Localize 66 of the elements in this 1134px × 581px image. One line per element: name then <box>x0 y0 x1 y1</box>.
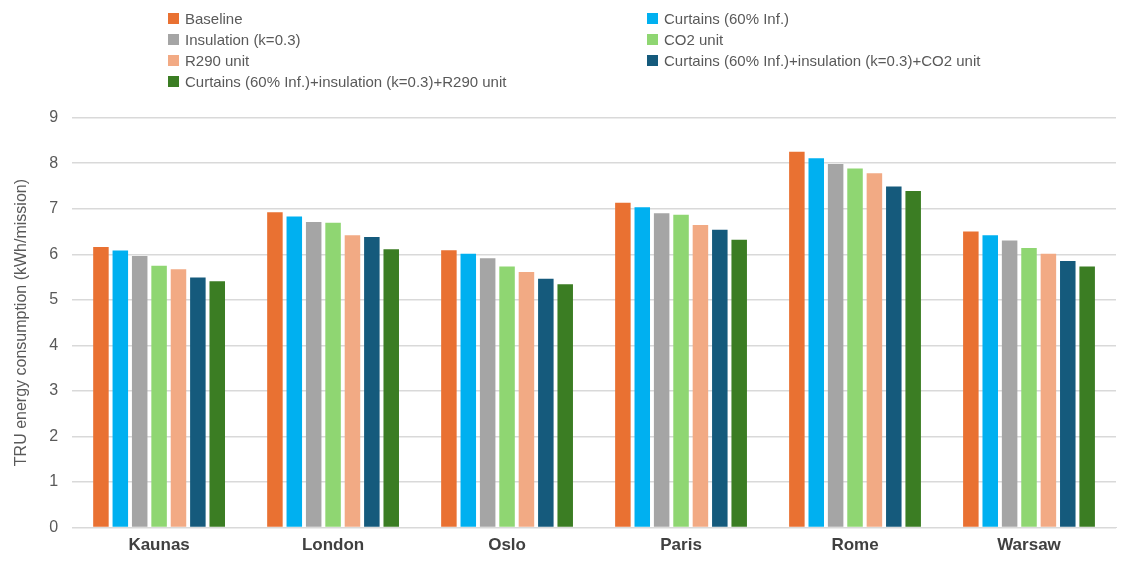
bar <box>827 164 844 527</box>
bar <box>518 272 535 527</box>
y-axis-title: TRU energy consumption (kWh/mission) <box>12 179 30 467</box>
bar <box>692 225 709 527</box>
bar <box>789 151 805 527</box>
bar <box>905 190 921 527</box>
bar <box>383 249 399 527</box>
bar <box>441 250 457 527</box>
y-tick-label: 8 <box>49 153 59 171</box>
x-tick-label: Paris <box>660 535 702 555</box>
legend-label: CO2 unit <box>664 31 724 48</box>
bar <box>886 186 902 527</box>
bar <box>673 214 689 527</box>
bar <box>131 256 148 527</box>
bar <box>615 202 631 527</box>
bar <box>538 278 554 527</box>
bar <box>364 236 380 527</box>
bar <box>286 216 303 527</box>
bar <box>963 231 979 527</box>
bar <box>460 253 477 527</box>
bar <box>267 212 283 527</box>
x-tick-label: Warsaw <box>997 535 1062 555</box>
bar <box>190 277 206 527</box>
y-tick-label: 9 <box>49 108 59 126</box>
x-tick-label: Oslo <box>488 535 526 555</box>
bar <box>479 258 496 527</box>
bar <box>634 207 651 527</box>
legend-label: Curtains (60% Inf.) <box>664 10 790 27</box>
bar <box>866 173 883 527</box>
bar <box>557 284 573 527</box>
bar <box>170 269 187 527</box>
x-tick-label: London <box>301 535 365 555</box>
bar <box>112 250 129 527</box>
bar <box>731 239 747 527</box>
y-tick-label: 0 <box>49 518 59 536</box>
bar <box>151 265 167 527</box>
y-tick-label: 3 <box>49 381 59 399</box>
bar <box>1040 253 1057 527</box>
y-tick-label: 2 <box>49 426 59 444</box>
bar <box>305 221 322 527</box>
bar <box>1021 247 1037 527</box>
bar <box>93 246 109 527</box>
bar <box>653 213 670 527</box>
x-tick-label: Kaunas <box>128 535 190 555</box>
bar <box>209 281 226 527</box>
legend-label: Insulation (k=0.3) <box>185 31 301 48</box>
y-tick-label: 7 <box>49 199 59 217</box>
y-tick-label: 1 <box>49 472 59 490</box>
bar <box>1079 266 1095 527</box>
x-tick-label: Rome <box>831 535 879 555</box>
y-tick-label: 4 <box>49 335 59 353</box>
bar <box>1001 240 1018 527</box>
legend-label: Curtains (60% Inf.)+insulation (k=0.3)+CO2 unit <box>664 52 981 69</box>
bar <box>847 168 863 527</box>
bar <box>982 235 998 527</box>
y-tick-label: 6 <box>49 244 59 262</box>
y-tick-label: 5 <box>49 290 59 308</box>
legend-label: Baseline <box>185 10 243 27</box>
bar <box>712 229 728 527</box>
bar <box>808 158 825 527</box>
bar <box>1060 261 1076 527</box>
bar <box>499 266 515 527</box>
legend-label: R290 unit <box>185 52 250 69</box>
bar <box>325 222 341 527</box>
legend-label: Curtains (60% Inf.)+insulation (k=0.3)+R290 unit <box>185 73 507 90</box>
bar <box>344 235 361 527</box>
